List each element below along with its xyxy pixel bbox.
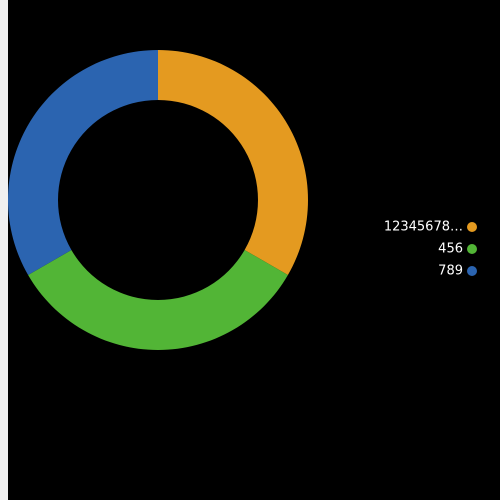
side-strip (0, 0, 8, 500)
legend-marker (467, 244, 477, 254)
donut-slice (28, 250, 288, 350)
legend-label: 456 (438, 242, 463, 257)
donut-slice (158, 50, 308, 275)
legend-marker (467, 266, 477, 276)
legend-label: 12345678… (384, 220, 463, 235)
legend-label: 789 (438, 264, 463, 279)
donut-slice (7, 50, 158, 275)
legend-marker (467, 222, 477, 232)
